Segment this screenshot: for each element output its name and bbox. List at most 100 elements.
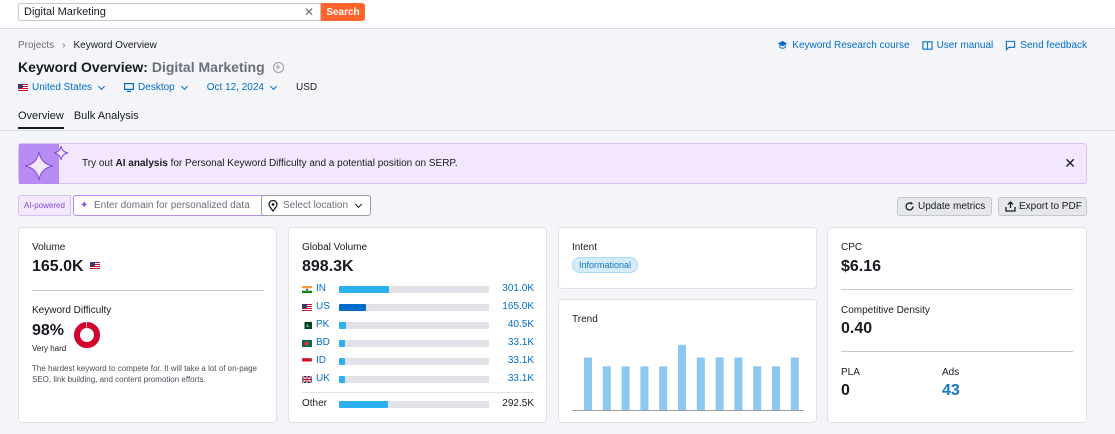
trend-bar[interactable] — [678, 344, 686, 410]
trend-bar[interactable] — [621, 366, 630, 410]
country-value[interactable]: 33.1K — [507, 373, 534, 384]
trend-bar[interactable] — [659, 366, 668, 410]
trend-bar[interactable] — [602, 366, 611, 410]
volume-bar-fill — [339, 340, 345, 347]
search-button[interactable]: Search — [321, 3, 365, 21]
volume-bar-fill — [339, 358, 345, 365]
kd-donut-arc — [74, 322, 100, 348]
country-value[interactable]: 301.0K — [502, 283, 534, 294]
top-search-bar: ✕ Search — [0, 0, 1115, 29]
chevron-down-icon — [354, 200, 363, 209]
volume-bar-track — [339, 358, 489, 365]
ai-banner: Try out AI analysis for Personal Keyword… — [18, 143, 1087, 184]
volume-bar-fill — [339, 376, 345, 383]
feedback-link[interactable]: Send feedback — [1005, 40, 1087, 51]
export-pdf-button[interactable]: Export to PDF — [998, 197, 1087, 216]
volume-value-text: 165.0K — [32, 258, 84, 275]
filters-row: United States Desktop Oct 12, 2024 USD — [18, 82, 317, 93]
clear-icon[interactable]: ✕ — [303, 5, 314, 19]
pk-flag-icon — [302, 322, 312, 329]
search-field[interactable]: ✕ — [18, 3, 321, 21]
volume-label: Volume — [32, 242, 66, 253]
volume-bar-track — [339, 401, 489, 408]
volume-bar-track — [339, 340, 489, 347]
trend-bar[interactable] — [772, 366, 780, 410]
divider — [32, 290, 264, 291]
divider — [841, 351, 1073, 352]
volume-bar-fill — [339, 286, 389, 293]
volume-bar-fill — [339, 401, 388, 408]
country-filter[interactable]: United States — [18, 82, 106, 93]
country-value[interactable]: 165.0K — [502, 301, 534, 312]
trend-bar[interactable] — [753, 366, 762, 410]
volume-bar-track — [339, 376, 489, 383]
export-icon — [1005, 201, 1016, 212]
book-icon — [921, 41, 933, 50]
ads-value[interactable]: 43 — [942, 382, 960, 399]
country-row-id: ID 33.1K — [302, 354, 534, 372]
course-link[interactable]: Keyword Research course — [777, 40, 910, 51]
country-row-us: US 165.0K — [302, 300, 534, 318]
tab-overview[interactable]: Overview — [18, 110, 64, 129]
manual-link[interactable]: User manual — [921, 40, 994, 51]
volume-bar-track — [339, 286, 489, 293]
country-code: PK — [316, 319, 330, 330]
volume-bar-fill — [339, 322, 346, 329]
sparkle-icon: ✦ — [80, 200, 89, 211]
bd-flag-icon — [302, 340, 312, 347]
country-value: 292.5K — [502, 398, 534, 409]
update-metrics-button[interactable]: Update metrics — [897, 197, 992, 216]
trend-chart — [572, 344, 804, 411]
country-value[interactable]: 33.1K — [507, 337, 534, 348]
manual-link-label: User manual — [936, 40, 994, 51]
chevron-down-icon — [180, 82, 188, 90]
breadcrumb-projects[interactable]: Projects — [18, 40, 55, 51]
date-filter[interactable]: Oct 12, 2024 — [207, 82, 278, 93]
tab-bulk-analysis[interactable]: Bulk Analysis — [73, 110, 139, 122]
refresh-icon — [905, 201, 914, 211]
export-pdf-label: Export to PDF — [1019, 201, 1082, 212]
divider — [302, 392, 534, 393]
trend-card: Trend — [558, 299, 817, 423]
pla-value: 0 — [841, 382, 850, 399]
chevron-right-icon: › — [62, 40, 66, 51]
volume-bar-track — [339, 304, 489, 311]
country-row-bd: BD 33.1K — [302, 336, 534, 354]
location-select-label: Select location — [283, 200, 349, 211]
trend-bar[interactable] — [790, 357, 799, 410]
desktop-icon — [124, 83, 135, 92]
global-volume-card: Global Volume 898.3K IN 301.0K US 165.0K PK 4… — [288, 227, 547, 423]
trend-bar[interactable] — [696, 357, 705, 410]
domain-input[interactable]: ✦ Enter domain for personalized data — [73, 195, 273, 216]
trend-bar[interactable] — [584, 357, 592, 410]
volume-card: Volume 165.0K Keyword Difficulty 98% Ver… — [18, 227, 277, 423]
cpc-label: CPC — [841, 242, 863, 253]
device-filter[interactable]: Desktop — [124, 82, 189, 93]
country-code: UK — [316, 373, 330, 384]
country-value[interactable]: 33.1K — [507, 355, 534, 366]
volume-value: 165.0K — [32, 258, 101, 276]
density-label: Competitive Density — [841, 305, 930, 316]
add-keyword-icon[interactable]: + — [272, 62, 284, 73]
country-code: Other — [302, 398, 328, 409]
header-links: Keyword Research course User manual Send… — [777, 40, 1087, 51]
breadcrumb-current: Keyword Overview — [73, 40, 157, 51]
global-volume-value: 898.3K — [302, 258, 354, 275]
breadcrumb: Projects › Keyword Overview — [18, 40, 157, 51]
chevron-down-icon — [269, 82, 278, 90]
trend-bar[interactable] — [715, 357, 724, 410]
ai-powered-badge: AI-powered — [18, 195, 71, 216]
chevron-down-icon — [98, 82, 106, 90]
volume-bar-track — [339, 322, 489, 329]
volume-bar-fill — [339, 304, 367, 311]
country-value[interactable]: 40.5K — [507, 319, 534, 330]
search-input[interactable] — [24, 4, 299, 20]
date-filter-label: Oct 12, 2024 — [206, 82, 264, 93]
location-select[interactable]: Select location — [261, 195, 371, 216]
global-volume-label: Global Volume — [302, 242, 368, 253]
banner-text-post: for Personal Keyword Difficulty and a po… — [167, 158, 458, 169]
trend-bar[interactable] — [640, 366, 649, 410]
trend-bar[interactable] — [734, 357, 743, 410]
domain-input-placeholder: Enter domain for personalized data — [94, 200, 250, 211]
close-icon[interactable]: ✕ — [1064, 155, 1076, 171]
